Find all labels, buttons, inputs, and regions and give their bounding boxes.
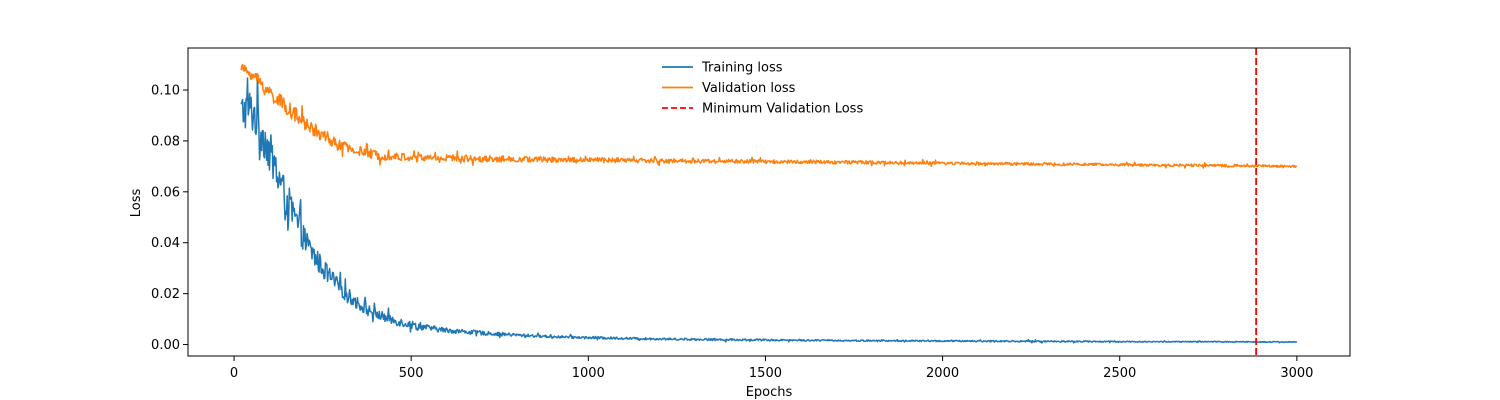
legend-entry-label: Training loss <box>701 61 783 76</box>
plot-background <box>188 48 1350 356</box>
x-tick-label: 1000 <box>572 366 605 381</box>
y-tick-label: 0.06 <box>151 185 180 200</box>
x-tick-label: 2000 <box>926 366 959 381</box>
series-layer <box>240 63 1298 344</box>
legend-entry-label: Validation loss <box>702 81 796 96</box>
x-tick-label: 500 <box>399 366 424 381</box>
y-tick-label: 0.08 <box>151 134 180 149</box>
x-axis: 0 500 1000 1500 2000 2500 3000 <box>230 356 1313 381</box>
series-line-training-loss <box>240 73 1298 344</box>
y-axis-label: Loss <box>129 189 144 218</box>
y-axis: 0.00 0.02 0.04 0.06 0.08 0.10 <box>151 84 188 353</box>
x-tick-label: 1500 <box>749 366 782 381</box>
x-axis-label: Epochs <box>746 385 793 400</box>
x-tick-label: 2500 <box>1103 366 1136 381</box>
x-tick-label: 0 <box>230 366 238 381</box>
legend-entry-label: Minimum Validation Loss <box>702 102 863 117</box>
x-tick-label: 3000 <box>1280 366 1313 381</box>
y-tick-label: 0.04 <box>151 236 180 251</box>
legend: Training loss Validation loss Minimum Vali… <box>662 61 863 117</box>
y-tick-label: 0.02 <box>151 287 180 302</box>
y-tick-label: 0.00 <box>151 338 180 353</box>
series-line-validation-loss <box>240 63 1298 169</box>
y-tick-label: 0.10 <box>151 84 180 99</box>
plot-frame <box>187 47 1351 357</box>
